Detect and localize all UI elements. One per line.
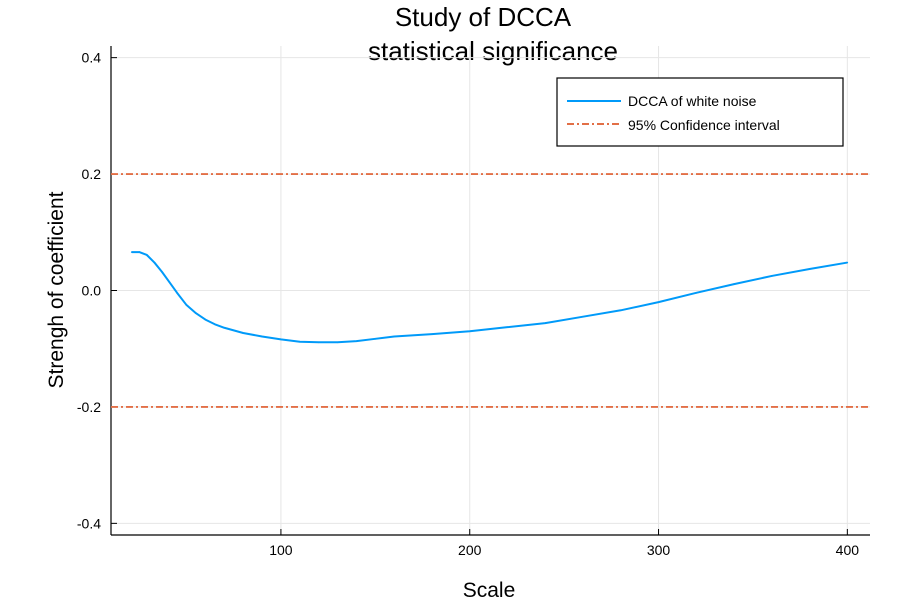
legend-label-confidence: 95% Confidence interval (628, 117, 780, 133)
dcca-data-point (544, 322, 547, 324)
dcca-data-point (355, 340, 358, 342)
dcca-series-line (131, 251, 848, 344)
dcca-data-point (846, 261, 849, 264)
dcca-data-point (393, 335, 396, 338)
dcca-data-point (153, 261, 156, 264)
dcca-data-point (336, 341, 339, 344)
dcca-data-point (619, 309, 622, 312)
dcca-data-point (317, 341, 320, 344)
dcca-data-point (168, 281, 171, 284)
dcca-data-point (195, 312, 197, 315)
dcca-data-point (130, 251, 133, 253)
x-axis-label: Scale (463, 579, 516, 601)
legend: DCCA of white noise 95% Confidence inter… (556, 77, 844, 147)
dcca-data-point (695, 292, 698, 294)
dcca-data-point (242, 332, 244, 334)
dcca-data-point (280, 338, 282, 341)
dcca-data-point (146, 254, 148, 256)
dcca-data-point (161, 271, 163, 273)
y-tick-label: -0.2 (77, 399, 101, 415)
dcca-data-point (204, 318, 207, 321)
dcca-data-point (138, 251, 141, 253)
dcca-data-point (468, 330, 471, 333)
y-tick-label: 0.2 (82, 166, 102, 182)
series (111, 173, 870, 408)
dcca-data-point (808, 268, 811, 270)
dcca-data-point (176, 292, 178, 294)
dcca-data-point (261, 335, 263, 338)
dcca-data-point (582, 315, 584, 318)
dcca-data-point (657, 301, 660, 303)
x-tick-label: 400 (836, 542, 860, 558)
chart-title-line-2: statistical significance (368, 36, 618, 66)
dcca-data-point (299, 340, 301, 343)
y-axis-label: Strengh of coefficient (45, 191, 68, 388)
dcca-data-point (223, 326, 226, 329)
legend-box (556, 77, 844, 147)
dcca-data-point (506, 326, 509, 328)
x-tick-label: 200 (458, 542, 482, 558)
x-tick-label: 100 (269, 542, 293, 558)
y-tick-label: 0.0 (82, 283, 102, 299)
legend-label-dcca: DCCA of white noise (628, 93, 757, 109)
dcca-data-point (733, 283, 735, 285)
y-tick-label: 0.4 (82, 50, 102, 66)
dcca-data-point (185, 304, 188, 306)
chart-title-line-1: Study of DCCA (395, 2, 572, 32)
y-tick-label: -0.4 (77, 515, 101, 531)
dcca-data-point (431, 333, 433, 335)
ticks: 100 200 300 400 0.4 0.2 0.0 -0.2 -0.4 (77, 50, 859, 558)
dcca-data-point (214, 323, 216, 326)
dcca-data-point (374, 338, 377, 340)
x-tick-label: 300 (647, 542, 671, 558)
dcca-data-point (771, 275, 773, 277)
